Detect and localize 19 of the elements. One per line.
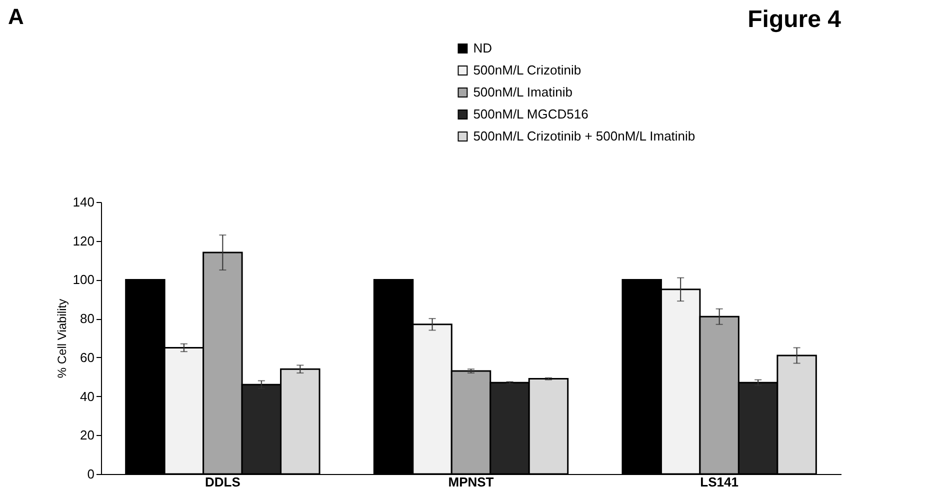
x-tick-label: MPNST: [448, 474, 494, 490]
y-tick-label: 100: [72, 272, 94, 288]
x-tick-label: DDLS: [204, 474, 241, 490]
legend-label: 500nM/L Crizotinib + 500nM/L Imatinib: [473, 128, 696, 144]
y-tick-label: 80: [80, 311, 94, 326]
legend-label: 500nM/L MGCD516: [473, 106, 588, 122]
x-tick-label: LS141: [700, 474, 738, 490]
chart-title: Figure 4: [748, 6, 842, 33]
y-tick-label: 120: [72, 233, 94, 248]
y-tick-label: 20: [80, 428, 94, 443]
y-tick-label: 140: [72, 194, 94, 210]
y-tick-label: 40: [80, 388, 94, 404]
y-tick-label: 0: [87, 466, 94, 482]
text: A: [8, 4, 24, 30]
legend-label: 500nM/L Imatinib: [473, 84, 572, 100]
legend-label: 500nM/L Crizotinib: [473, 62, 582, 78]
legend-label: ND: [473, 40, 492, 56]
y-axis-title: % Cell Viability: [54, 298, 69, 378]
y-tick-label: 60: [80, 350, 94, 365]
